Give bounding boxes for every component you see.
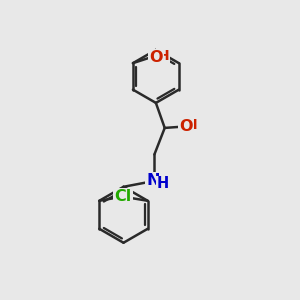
- Text: H: H: [156, 176, 169, 191]
- Text: H: H: [185, 118, 197, 132]
- Text: O: O: [149, 50, 163, 65]
- Text: Cl: Cl: [114, 189, 131, 204]
- Text: H: H: [158, 50, 169, 63]
- Text: N: N: [146, 173, 160, 188]
- Text: O: O: [179, 119, 193, 134]
- Text: Cl: Cl: [114, 189, 131, 204]
